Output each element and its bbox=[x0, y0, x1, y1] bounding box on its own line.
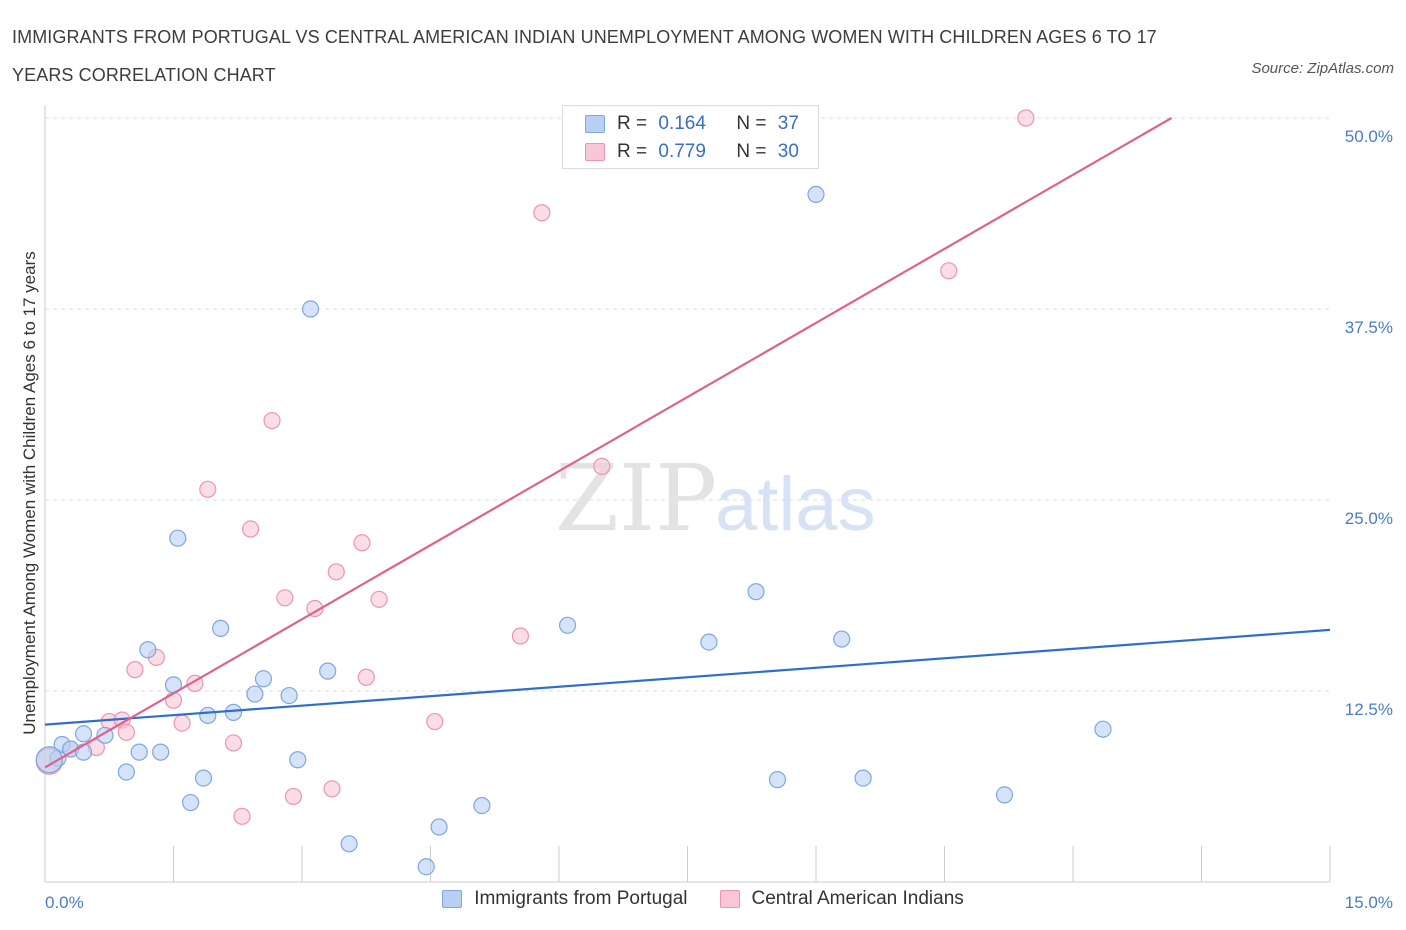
trendline-portugal bbox=[44, 628, 1331, 726]
data-point-blue-17 bbox=[246, 685, 264, 703]
series-legend: Immigrants from Portugal Central America… bbox=[0, 888, 1406, 910]
data-point-pink-13 bbox=[233, 807, 251, 825]
data-point-blue-31 bbox=[807, 185, 825, 203]
r-label: R = bbox=[617, 141, 648, 162]
data-point-pink-6 bbox=[126, 661, 144, 679]
data-point-pink-17 bbox=[284, 787, 303, 806]
data-point-blue-21 bbox=[301, 300, 320, 318]
data-point-blue-18 bbox=[254, 670, 273, 688]
data-point-blue-14 bbox=[199, 706, 217, 725]
stats-legend-swatch-pink bbox=[585, 143, 605, 161]
y-tick-label-2: 37.5% bbox=[1345, 318, 1393, 337]
legend-item-central-american-indians: Central American Indians bbox=[719, 888, 964, 910]
data-point-blue-11 bbox=[169, 529, 187, 547]
data-point-blue-23 bbox=[340, 835, 358, 853]
data-point-pink-20 bbox=[327, 563, 345, 581]
data-point-pink-15 bbox=[263, 411, 281, 430]
data-point-blue-32 bbox=[833, 630, 851, 648]
y-tick-label-0: 12.5% bbox=[1345, 700, 1393, 719]
data-point-blue-15 bbox=[212, 619, 230, 637]
data-point-pink-16 bbox=[276, 589, 294, 607]
x-tick-label-0: 0.0% bbox=[45, 893, 84, 912]
data-point-blue-27 bbox=[558, 616, 577, 634]
y-tick-label-3: 50.0% bbox=[1345, 127, 1393, 146]
data-point-blue-25 bbox=[430, 818, 448, 836]
stats-legend-row-pink: R = 0.779 N = 30 bbox=[585, 139, 799, 165]
data-point-blue-29 bbox=[747, 583, 765, 601]
data-point-blue-28 bbox=[700, 633, 718, 651]
data-point-pink-19 bbox=[323, 780, 341, 798]
data-point-pink-12 bbox=[224, 734, 243, 752]
chart-title: IMMIGRANTS FROM PORTUGAL VS CENTRAL AMER… bbox=[12, 27, 1157, 85]
legend-label-central-american-indians: Central American Indians bbox=[751, 888, 964, 909]
data-point-blue-13 bbox=[194, 769, 213, 787]
watermark: ZIP atlas bbox=[555, 445, 876, 552]
data-point-pink-26 bbox=[533, 204, 551, 222]
data-point-blue-6 bbox=[117, 763, 135, 781]
data-point-blue-19 bbox=[280, 686, 298, 705]
data-point-pink-5 bbox=[117, 723, 135, 741]
data-point-blue-3 bbox=[74, 743, 93, 761]
data-point-blue-35 bbox=[1094, 720, 1112, 738]
data-point-pink-27 bbox=[593, 457, 611, 475]
data-point-blue-26 bbox=[473, 796, 491, 815]
data-point-pink-23 bbox=[370, 590, 388, 608]
source-label: Source: ZipAtlas.com bbox=[1251, 60, 1394, 77]
legend-item-portugal: Immigrants from Portugal bbox=[442, 888, 688, 910]
data-point-pink-21 bbox=[353, 534, 371, 552]
trendlines bbox=[44, 117, 1331, 769]
n-value-blue: 37 bbox=[777, 113, 799, 134]
legend-label-portugal: Immigrants from Portugal bbox=[474, 888, 688, 909]
data-point-blue-7 bbox=[130, 743, 148, 761]
x-tick-label-1: 15.0% bbox=[1345, 893, 1393, 912]
legend-swatch-blue bbox=[442, 890, 463, 908]
data-point-pink-22 bbox=[357, 668, 375, 686]
stats-legend: R = 0.164 N = 37 R = 0.779 N = 30 bbox=[562, 105, 819, 169]
legend-swatch-pink bbox=[719, 890, 740, 908]
data-point-pink-25 bbox=[511, 627, 530, 645]
data-point-blue-30 bbox=[768, 771, 787, 789]
watermark-atlas: atlas bbox=[715, 462, 876, 547]
data-point-blue-33 bbox=[854, 769, 872, 787]
data-point-pink-9 bbox=[173, 714, 191, 732]
y-axis-label: Unemployment Among Women with Children A… bbox=[20, 251, 39, 735]
data-point-blue-9 bbox=[139, 641, 157, 659]
data-point-pink-29 bbox=[1017, 109, 1035, 127]
trendline-central-american-indians bbox=[44, 117, 1173, 769]
data-point-blue-12 bbox=[182, 793, 200, 812]
n-label: N = bbox=[736, 141, 767, 162]
data-point-pink-28 bbox=[940, 262, 958, 280]
data-point-blue-36 bbox=[35, 746, 63, 774]
stats-legend-row-blue: R = 0.164 N = 37 bbox=[585, 111, 799, 137]
y-tick-label-1: 25.0% bbox=[1345, 509, 1393, 528]
data-point-blue-24 bbox=[417, 858, 435, 876]
data-point-blue-20 bbox=[289, 751, 307, 769]
data-point-pink-11 bbox=[199, 480, 217, 498]
watermark-zip: ZIP bbox=[555, 445, 717, 552]
r-value-pink: 0.779 bbox=[658, 141, 706, 162]
n-label: N = bbox=[736, 113, 767, 134]
n-value-pink: 30 bbox=[777, 141, 799, 162]
series-immigrants-from-portugal bbox=[35, 185, 1112, 876]
data-point-blue-22 bbox=[319, 662, 337, 680]
r-value-blue: 0.164 bbox=[658, 113, 706, 134]
data-point-blue-8 bbox=[152, 743, 170, 761]
data-point-pink-14 bbox=[242, 520, 260, 538]
data-point-blue-34 bbox=[995, 786, 1014, 804]
data-point-blue-4 bbox=[74, 725, 93, 743]
data-point-blue-16 bbox=[224, 703, 243, 721]
data-point-pink-24 bbox=[426, 712, 444, 731]
r-label: R = bbox=[617, 113, 648, 134]
series-central-american-indians bbox=[35, 109, 1035, 825]
grid bbox=[45, 117, 1330, 692]
tick-labels: 12.5% 25.0% 37.5% 50.0% 0.0% 15.0% bbox=[45, 127, 1393, 912]
stats-legend-swatch-blue bbox=[585, 115, 605, 133]
